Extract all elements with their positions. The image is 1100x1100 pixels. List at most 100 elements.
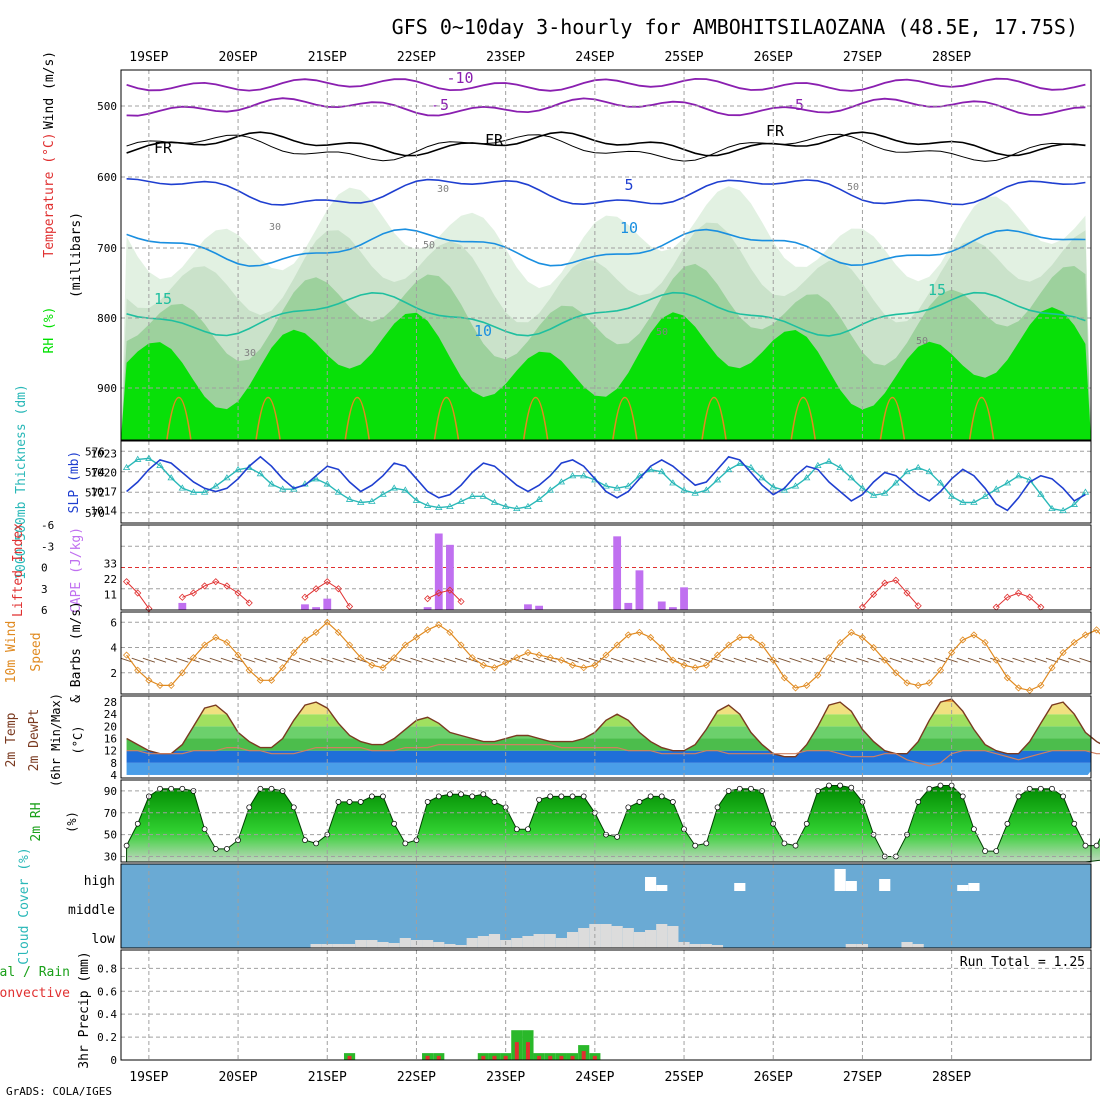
low-cloud-bar — [901, 942, 913, 948]
thickness-tick-label: 572 — [85, 486, 105, 499]
lifted-index-line-marker — [345, 602, 354, 611]
lifted-index-line-marker — [903, 589, 911, 597]
wind-speed-line-marker — [691, 664, 699, 672]
warm-contour — [612, 396, 638, 441]
wind-barb — [399, 657, 412, 663]
temp-tick-label: 24 — [104, 708, 118, 721]
lifted-index-line-marker — [870, 590, 878, 598]
rh-marker — [134, 820, 141, 827]
slp-axis-label: SLP (mb) — [67, 451, 82, 514]
rh-axis-label: 2m RH — [29, 802, 44, 841]
low-cloud-bar — [355, 940, 367, 948]
date-label-bottom: 19SEP — [129, 1070, 168, 1085]
low-cloud-bar — [645, 930, 657, 948]
wind-speed-line-marker — [212, 633, 220, 642]
rh-marker — [469, 793, 476, 800]
thickness-line-marker — [947, 492, 956, 499]
li-tick-label: 6 — [41, 604, 48, 617]
date-label-bottom: 20SEP — [218, 1070, 257, 1085]
wind-speed-line-marker — [490, 664, 499, 672]
wind-barb — [967, 657, 981, 663]
thickness-line-marker — [858, 484, 867, 491]
rh-marker — [335, 799, 342, 805]
wind-speed-line-marker — [290, 649, 298, 657]
wind-barb — [867, 657, 880, 663]
low-cloud-bar — [689, 944, 701, 948]
date-label-top: 19SEP — [129, 50, 168, 65]
wind-barb — [912, 657, 925, 663]
warm-contour — [255, 396, 281, 441]
wind-barb — [488, 657, 501, 663]
wind-barb — [800, 657, 813, 663]
lifted-index-line-marker — [914, 602, 922, 610]
rh-marker — [837, 782, 843, 789]
low-cloud-bar — [433, 942, 445, 948]
lifted-index-line-marker — [178, 593, 186, 601]
wind-speed-line-marker — [312, 628, 320, 636]
thickness-line-marker — [479, 492, 488, 499]
thickness-line-marker — [869, 491, 878, 498]
low-cloud-bar — [667, 926, 679, 948]
lifted-index-line-marker — [881, 579, 889, 587]
low-cloud-bar — [912, 944, 924, 948]
wind-speed-line-marker — [725, 641, 733, 649]
wind-barb — [733, 657, 746, 663]
cape-bar — [613, 536, 622, 610]
wind-barb — [1001, 657, 1014, 663]
high-cloud-bar — [968, 883, 980, 891]
wind-speed-line-marker — [1093, 626, 1100, 634]
wind-barb — [521, 657, 535, 663]
rh-marker — [1015, 793, 1022, 800]
wind-speed-line-marker — [145, 676, 153, 684]
contour-label: 10 — [620, 219, 638, 237]
thickness-line-marker — [914, 463, 922, 471]
rh-marker — [212, 846, 219, 852]
dewpt-line — [126, 744, 1100, 767]
wind-speed-line-marker — [658, 643, 666, 652]
contour-label: 30 — [437, 184, 449, 195]
wind-speed-line-marker — [613, 641, 621, 649]
precip-convective-bar — [503, 1055, 508, 1060]
precip-convective-bar — [570, 1055, 575, 1060]
wind-barb — [856, 657, 869, 663]
temperature-contour — [126, 291, 1086, 337]
wind-speed-line-marker — [825, 654, 833, 662]
thickness-line-marker — [992, 485, 1000, 492]
rh-marker — [435, 793, 442, 800]
rh-marker — [848, 784, 855, 791]
lifted-index-line-marker — [1014, 589, 1023, 597]
thickness-line-marker — [1070, 500, 1078, 507]
wind-speed-line-marker — [992, 656, 1000, 664]
thickness-line-marker — [267, 480, 276, 487]
contour-label: -10 — [446, 69, 473, 87]
date-label-bottom: 27SEP — [843, 1070, 882, 1085]
wind-barb — [254, 657, 267, 663]
date-label-top: 24SEP — [575, 50, 614, 65]
thickness-line-marker — [881, 489, 889, 496]
temp-axis-label-2: 2m DewPt — [27, 709, 42, 772]
rh-marker — [636, 799, 643, 805]
pressure-tick-label: 700 — [97, 242, 117, 255]
lifted-index-line-marker — [223, 582, 231, 590]
wind-speed-line-marker — [1037, 681, 1045, 689]
rh-marker — [257, 785, 264, 792]
cape-axis-label: CAPE (J/kg) — [69, 527, 84, 613]
low-cloud-bar — [611, 926, 623, 948]
thickness-line-marker — [959, 498, 967, 505]
wind-speed-line-marker — [1026, 686, 1034, 694]
thickness-line-marker — [579, 472, 588, 479]
precip-convective-bar — [425, 1055, 430, 1060]
thickness-line-marker — [200, 488, 209, 495]
wind-barb — [845, 657, 858, 663]
slp-tick-label: 1023 — [91, 448, 118, 461]
precip-convective-bar — [481, 1055, 486, 1060]
contour-label: -5 — [786, 96, 804, 114]
cape-bar — [657, 601, 666, 610]
low-cloud-bar — [656, 924, 668, 948]
temp-axis-label-3: (6hr Min/Max) — [49, 693, 63, 787]
high-cloud-bar — [879, 879, 891, 891]
wind-speed-line-marker — [345, 641, 354, 649]
wind-speed-line-marker — [156, 681, 164, 689]
lifted-index-line-marker — [323, 578, 331, 586]
thickness-line-marker — [278, 485, 287, 492]
